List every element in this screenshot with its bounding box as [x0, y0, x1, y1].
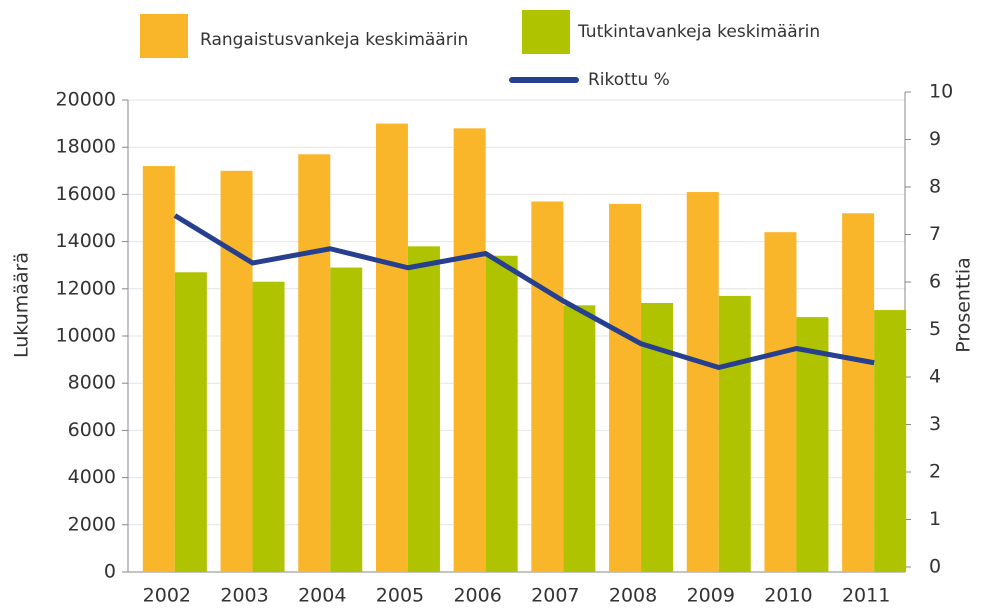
y2-tick-label: 7 [929, 223, 941, 245]
y-tick-label: 6000 [68, 419, 116, 441]
x-tick-label: 2005 [376, 585, 424, 607]
bar [563, 305, 596, 572]
y-tick-label: 10000 [56, 325, 116, 347]
y2-tick-label: 4 [929, 366, 941, 388]
y-tick-label: 12000 [56, 277, 116, 299]
x-tick-label: 2003 [220, 585, 268, 607]
y2-tick-label: 5 [929, 318, 941, 340]
y-tick-label: 16000 [56, 183, 116, 205]
bar [174, 272, 207, 572]
y-tick-label: 8000 [68, 372, 116, 394]
bar [142, 166, 175, 572]
bar [407, 246, 440, 572]
y-tick-label: 20000 [56, 89, 116, 111]
bar [686, 192, 719, 573]
bar [252, 281, 285, 572]
y-axis-title: Lukumäärä [11, 252, 33, 358]
y2-tick-label: 10 [929, 81, 953, 103]
y2-tick-label: 9 [929, 128, 941, 150]
bar [609, 203, 642, 572]
y2-axis-title: Prosenttia [953, 257, 975, 353]
legend-swatch [522, 10, 570, 54]
bar [453, 128, 486, 572]
y-tick-label: 18000 [56, 136, 116, 158]
bar [718, 295, 751, 572]
y2-tick-label: 2 [929, 461, 941, 483]
bar [796, 317, 829, 572]
x-tick-label: 2002 [143, 585, 191, 607]
y2-tick-label: 0 [929, 556, 941, 578]
bar [531, 201, 564, 573]
y-tick-label: 2000 [68, 513, 116, 535]
legend-label: Tutkintavankeja keskimäärin [577, 22, 820, 42]
y2-tick-label: 8 [929, 176, 941, 198]
x-tick-label: 2010 [764, 585, 812, 607]
x-tick-label: 2007 [531, 585, 579, 607]
x-tick-label: 2009 [687, 585, 735, 607]
bar [485, 255, 518, 572]
legend-swatch [140, 14, 188, 58]
y-tick-label: 4000 [68, 466, 116, 488]
bar [842, 213, 875, 572]
y-tick-label: 0 [104, 561, 116, 583]
legend-label: Rangaistusvankeja keskimäärin [200, 30, 468, 50]
x-tick-label: 2011 [842, 585, 890, 607]
bar [375, 123, 408, 572]
bar [330, 267, 363, 572]
bar [298, 154, 331, 572]
line [173, 213, 875, 370]
x-tick-label: 2004 [298, 585, 346, 607]
y2-tick-label: 6 [929, 271, 941, 293]
y-tick-label: 14000 [56, 230, 116, 252]
bar [764, 232, 797, 572]
y2-tick-label: 3 [929, 413, 941, 435]
legend-label: Rikottu % [588, 70, 670, 90]
x-tick-label: 2006 [453, 585, 501, 607]
x-tick-label: 2008 [609, 585, 657, 607]
bar [874, 310, 907, 572]
y2-tick-label: 1 [929, 508, 941, 530]
bar [220, 170, 253, 573]
